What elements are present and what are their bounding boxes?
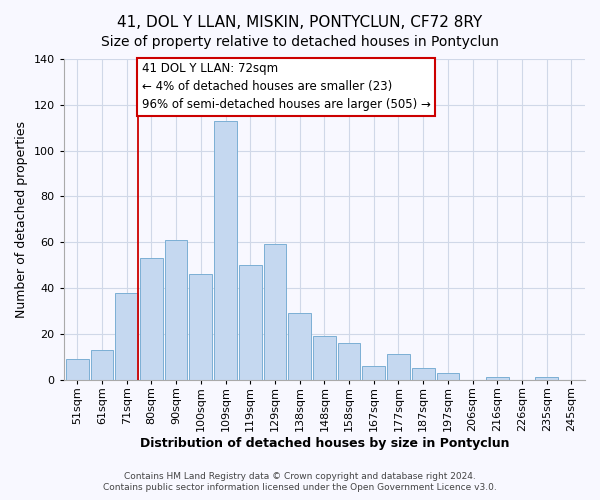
Bar bbox=[412, 368, 434, 380]
Bar bbox=[387, 354, 410, 380]
Bar bbox=[486, 377, 509, 380]
Text: 41 DOL Y LLAN: 72sqm
← 4% of detached houses are smaller (23)
96% of semi-detach: 41 DOL Y LLAN: 72sqm ← 4% of detached ho… bbox=[142, 62, 431, 112]
Text: Contains HM Land Registry data © Crown copyright and database right 2024.
Contai: Contains HM Land Registry data © Crown c… bbox=[103, 472, 497, 492]
Bar bbox=[437, 372, 459, 380]
Bar bbox=[288, 313, 311, 380]
Y-axis label: Number of detached properties: Number of detached properties bbox=[15, 120, 28, 318]
Bar bbox=[66, 359, 89, 380]
Bar bbox=[165, 240, 187, 380]
Bar bbox=[190, 274, 212, 380]
Bar bbox=[214, 121, 237, 380]
Text: 41, DOL Y LLAN, MISKIN, PONTYCLUN, CF72 8RY: 41, DOL Y LLAN, MISKIN, PONTYCLUN, CF72 … bbox=[118, 15, 482, 30]
Bar bbox=[239, 265, 262, 380]
Text: Size of property relative to detached houses in Pontyclun: Size of property relative to detached ho… bbox=[101, 35, 499, 49]
X-axis label: Distribution of detached houses by size in Pontyclun: Distribution of detached houses by size … bbox=[140, 437, 509, 450]
Bar bbox=[91, 350, 113, 380]
Bar bbox=[535, 377, 558, 380]
Bar bbox=[140, 258, 163, 380]
Bar bbox=[362, 366, 385, 380]
Bar bbox=[263, 244, 286, 380]
Bar bbox=[115, 292, 138, 380]
Bar bbox=[338, 343, 361, 380]
Bar bbox=[313, 336, 336, 380]
